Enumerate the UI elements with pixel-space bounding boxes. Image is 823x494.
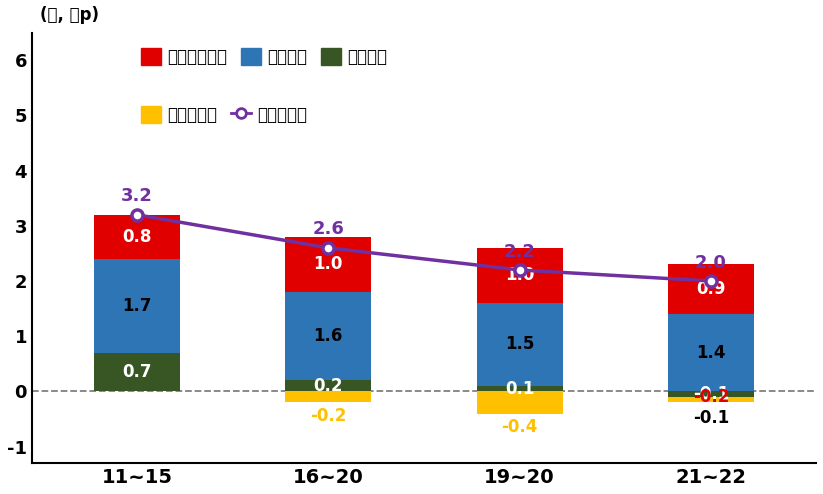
Text: -0.2: -0.2 [693,388,729,406]
Bar [477,391,563,413]
Legend: 코로나효과, 잠재성장률: 코로나효과, 잠재성장률 [134,99,314,130]
Text: -0.4: -0.4 [501,418,537,436]
Bar [286,380,371,391]
Text: -0.1: -0.1 [693,409,729,427]
Text: 3.2: 3.2 [121,187,153,206]
Text: 0.1: 0.1 [504,380,534,398]
Text: 0.9: 0.9 [696,280,726,298]
Text: -0.2: -0.2 [310,407,346,425]
Bar [667,391,754,403]
Text: 1.6: 1.6 [314,327,343,345]
Bar [667,391,754,397]
Text: 1.0: 1.0 [314,255,343,274]
Text: 0.2: 0.2 [314,377,343,395]
Text: 1.4: 1.4 [696,344,726,362]
Bar [94,353,180,391]
Bar [286,391,371,403]
Text: -0.1: -0.1 [693,385,729,403]
Text: 1.7: 1.7 [123,297,151,315]
Text: 0.7: 0.7 [123,363,151,381]
Bar [477,386,563,391]
Bar [667,264,754,314]
Bar [477,248,563,303]
Bar [286,292,371,380]
Text: 2.2: 2.2 [504,243,536,260]
Text: 2.6: 2.6 [313,220,344,239]
Text: 2.0: 2.0 [695,253,727,272]
Text: 0.8: 0.8 [123,228,151,246]
Text: 1.5: 1.5 [504,335,534,354]
Text: (％, ％p): (％, ％p) [40,6,99,24]
Bar [477,303,563,386]
Bar [667,314,754,391]
Bar [94,259,180,353]
Bar [286,237,371,292]
Text: 1.0: 1.0 [504,266,534,285]
Bar [94,215,180,259]
